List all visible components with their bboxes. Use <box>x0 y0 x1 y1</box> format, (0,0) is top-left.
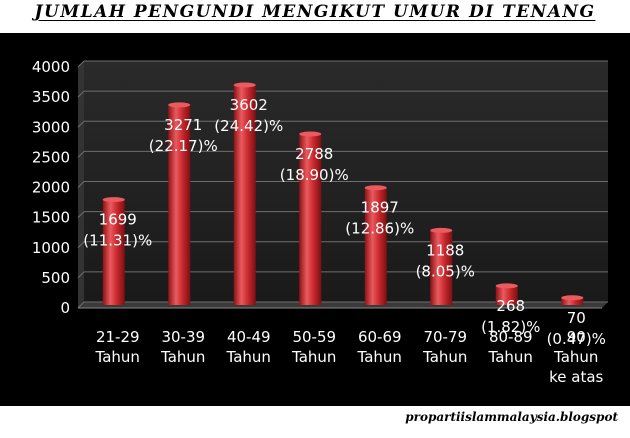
y-tick-label: 500 <box>41 269 70 287</box>
bar <box>561 297 584 305</box>
gridline-side <box>77 211 85 218</box>
bar <box>233 84 256 306</box>
bar <box>168 104 191 306</box>
gridline-side <box>77 151 85 158</box>
data-label: (1.82)% <box>481 318 540 336</box>
x-tick-label: 70-79 <box>423 328 467 346</box>
bar-top <box>561 295 584 301</box>
x-tick-label: 21-29 <box>96 328 140 346</box>
data-label: 2788 <box>295 145 333 163</box>
gridline-side <box>77 60 85 68</box>
data-label: (22.17)% <box>149 137 218 155</box>
bar-top <box>430 227 453 233</box>
data-label: 1897 <box>361 199 399 217</box>
y-tick-label: 2500 <box>32 148 70 166</box>
data-label: (11.31)% <box>83 232 152 250</box>
bar-top <box>364 185 387 191</box>
y-tick-label: 3500 <box>32 88 70 106</box>
data-label: 1188 <box>426 241 464 259</box>
data-label: (8.05)% <box>416 262 475 280</box>
x-tick-label: 30-39 <box>161 328 205 346</box>
bar <box>430 230 453 305</box>
data-label: (18.90)% <box>280 166 349 184</box>
x-tick-label: Tahun <box>160 348 205 366</box>
bar-top <box>299 131 322 137</box>
x-tick-label: Tahun <box>95 348 140 366</box>
x-tick-label: Tahun <box>291 348 336 366</box>
x-tick-label: 50-59 <box>292 328 336 346</box>
x-tick-label: Tahun <box>422 348 467 366</box>
bar-chart: 0 500 1000 1500 2000 2500 3000 3500 4000 21-29 Tah… <box>32 58 608 386</box>
data-label: 1699 <box>99 211 137 229</box>
y-tick-label: 0 <box>60 299 70 317</box>
data-label: (12.86)% <box>345 220 414 238</box>
bar-top <box>102 197 125 203</box>
bar <box>102 199 125 305</box>
x-tick-label: 90 <box>567 328 586 346</box>
plot-floor <box>78 302 608 308</box>
gridline-side <box>77 271 85 279</box>
bar <box>364 187 387 305</box>
data-label: 70 <box>567 309 586 327</box>
bar <box>495 285 518 305</box>
source-credit: propartiislammalaysia.blogspot <box>405 410 618 424</box>
y-tick-label: 3000 <box>32 118 70 136</box>
chart-title: JUMLAH PENGUNDI MENGIKUT UMUR DI TENANG <box>34 2 596 22</box>
gridline-side <box>77 90 85 98</box>
x-tick-label: Tahun <box>553 348 598 366</box>
bar-top <box>495 283 518 289</box>
bar-top <box>233 82 256 88</box>
bar <box>299 134 322 305</box>
chart-area: 0 500 1000 1500 2000 2500 3000 3500 4000 21-29 Tah… <box>0 33 630 406</box>
x-tick-label: Tahun <box>357 348 402 366</box>
y-tick-label: 2000 <box>32 179 70 197</box>
x-tick-label: ke atas <box>549 368 603 386</box>
x-tick-label: 80-89 <box>489 328 533 346</box>
data-label: (0.47)% <box>547 330 606 348</box>
gridline-side <box>77 181 85 188</box>
data-label: 3602 <box>230 96 268 114</box>
x-tick-label: 40-49 <box>227 328 271 346</box>
x-tick-label: 60-69 <box>358 328 402 346</box>
gridline-side <box>77 241 85 249</box>
gridline-side <box>77 120 85 128</box>
gridline-side <box>77 301 85 309</box>
data-label: 268 <box>496 297 525 315</box>
data-label: (24.42)% <box>214 117 283 135</box>
x-tick-label: Tahun <box>488 348 533 366</box>
y-tick-label: 1000 <box>32 239 70 257</box>
data-label: 3271 <box>164 116 202 134</box>
x-tick-label: Tahun <box>226 348 271 366</box>
bar-top <box>168 102 191 108</box>
y-tick-label: 4000 <box>32 58 70 76</box>
y-tick-label: 1500 <box>32 209 70 227</box>
